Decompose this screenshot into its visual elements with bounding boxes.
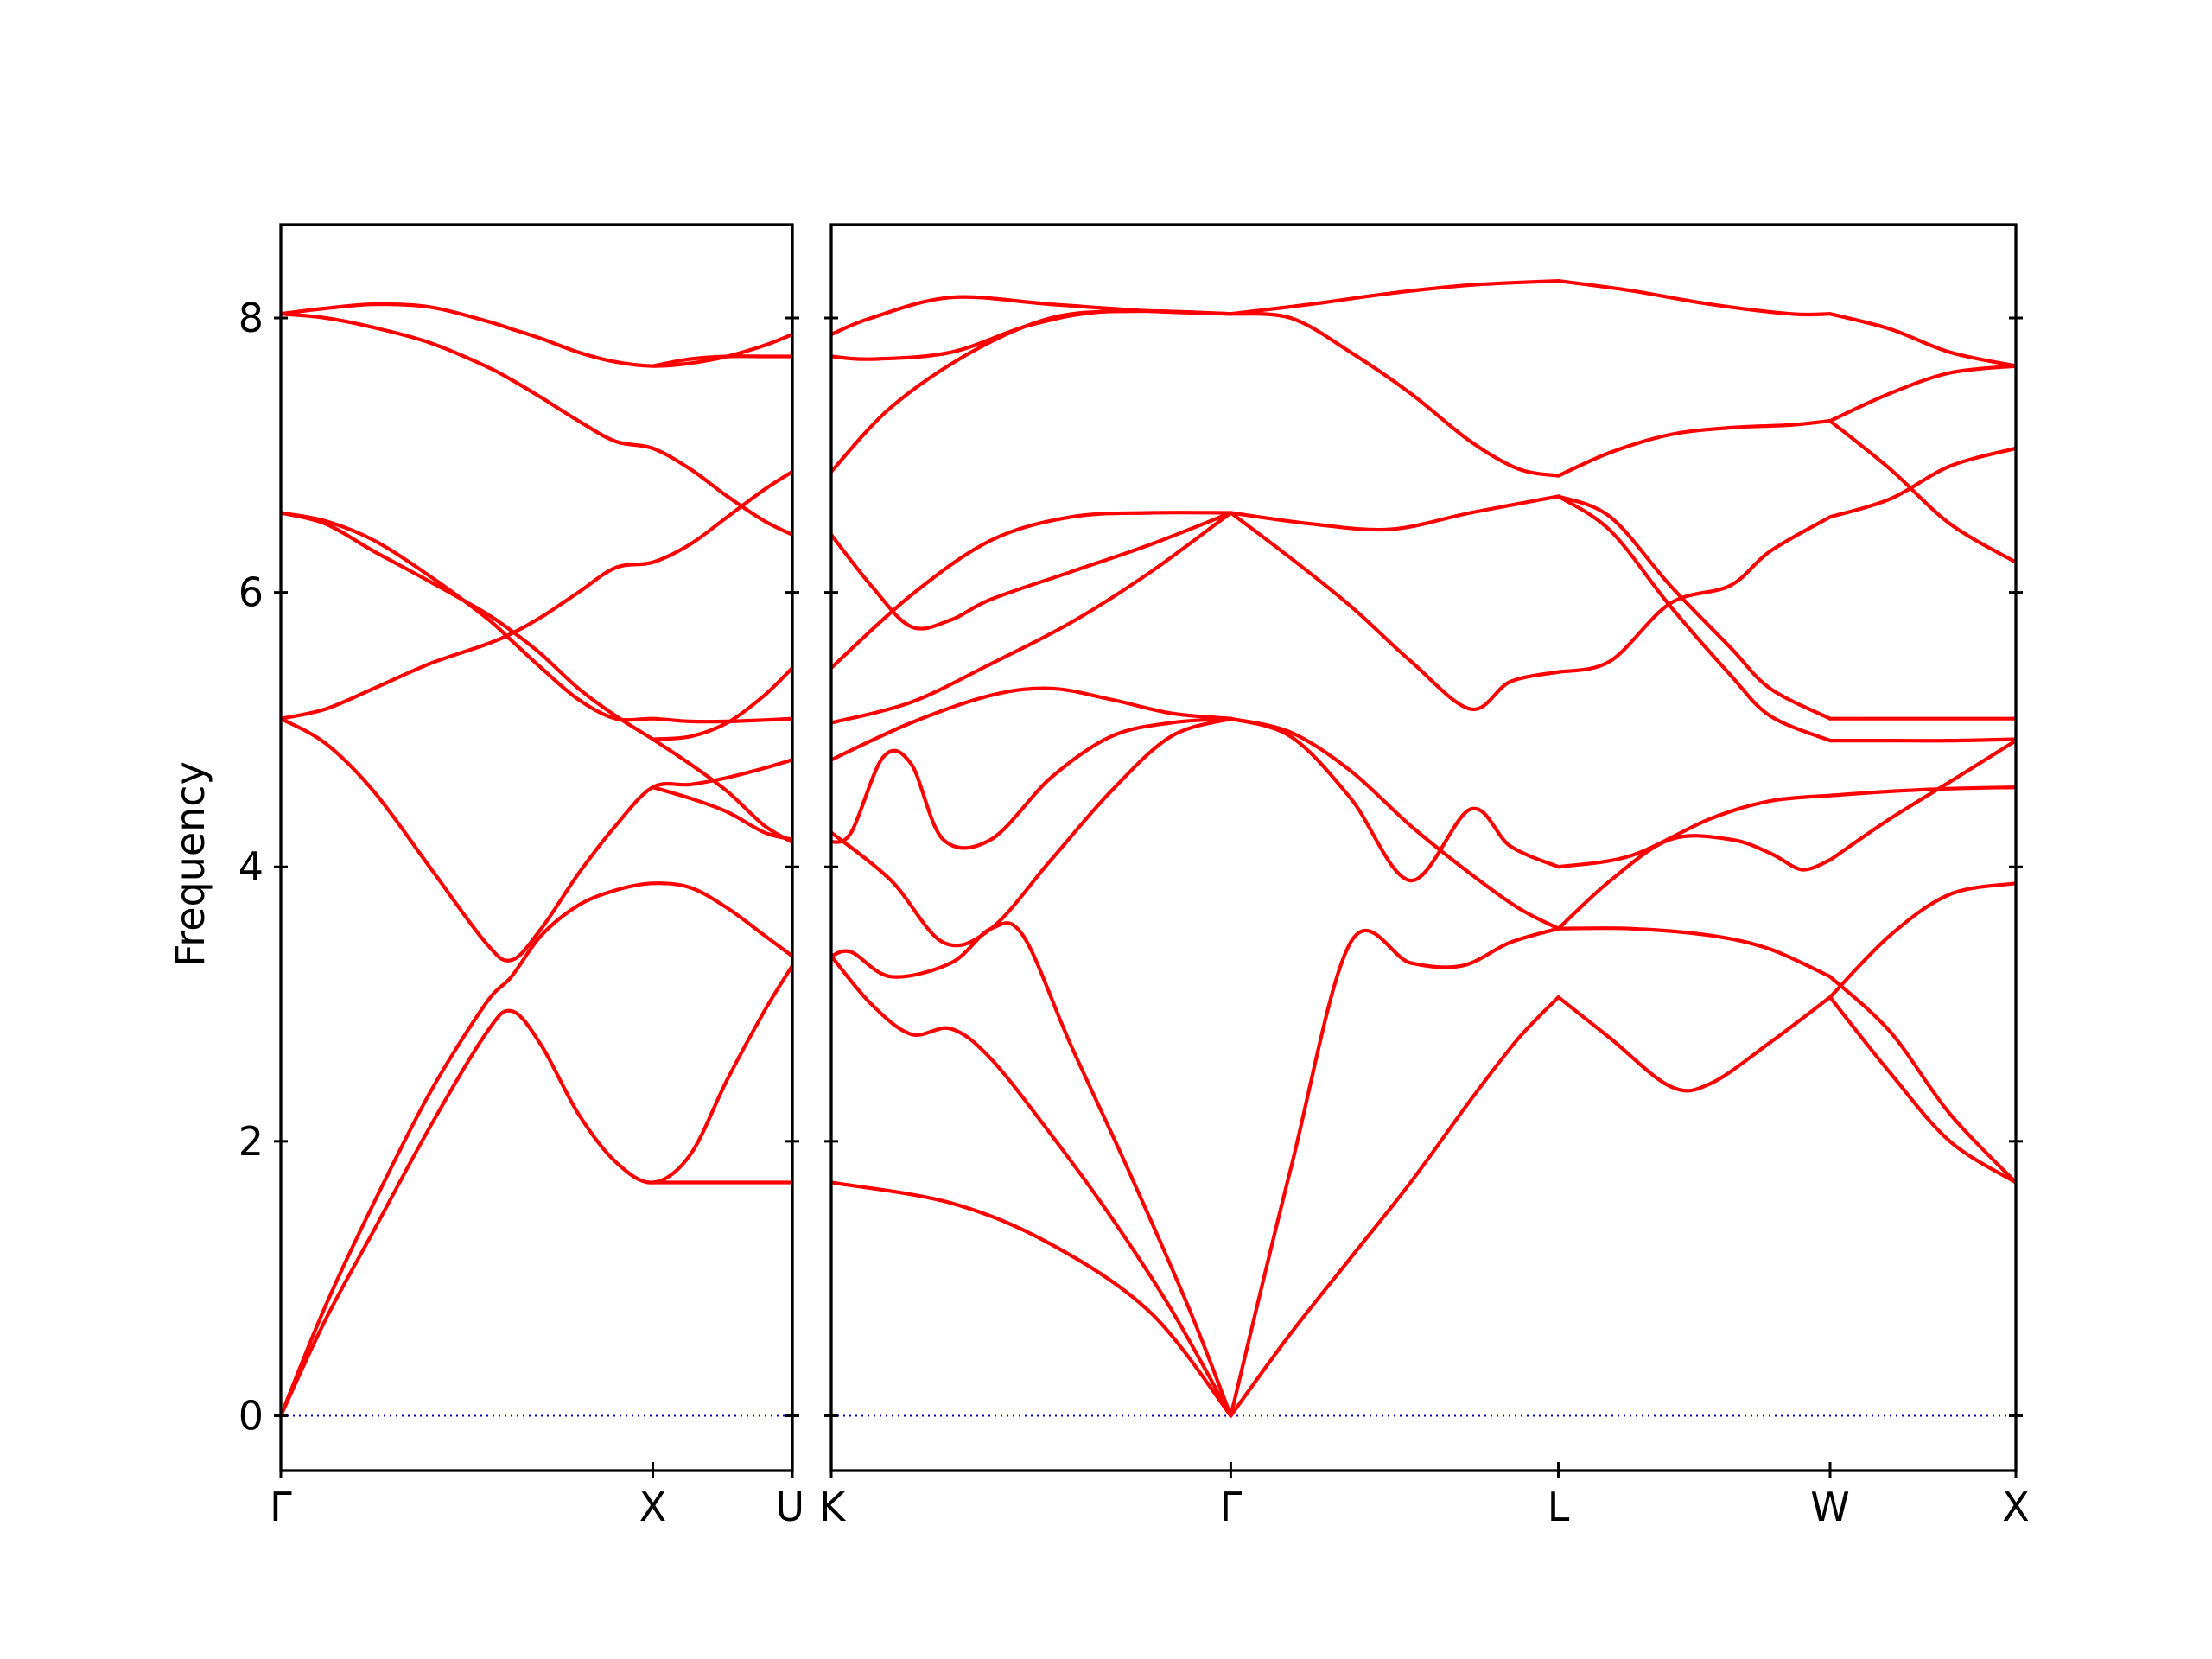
band-line xyxy=(1827,785,2016,798)
band-line xyxy=(1229,716,1560,883)
band-line xyxy=(831,511,1233,631)
x-tick-label: Γ xyxy=(1220,1484,1243,1530)
x-tick-label: X xyxy=(639,1484,667,1530)
y-tick-label: 8 xyxy=(238,295,264,341)
y-tick-label: 0 xyxy=(238,1392,264,1439)
band-line xyxy=(1556,419,1833,478)
band-line xyxy=(281,469,792,721)
band-line xyxy=(281,963,792,1418)
x-tick-label: Γ xyxy=(270,1484,292,1530)
band-line xyxy=(1229,716,1560,931)
panel-1-plot-area xyxy=(281,302,792,1418)
band-line xyxy=(1827,737,2016,743)
y-axis-label: Frequency xyxy=(167,761,213,967)
band-line xyxy=(1556,926,1833,979)
band-line xyxy=(831,511,1233,725)
band-line xyxy=(1556,494,1833,721)
band-line xyxy=(831,295,1233,337)
band-line xyxy=(1556,515,1833,674)
panel-2-plot-area xyxy=(831,279,2016,1418)
band-line xyxy=(1827,739,2016,862)
band-line xyxy=(651,665,792,741)
band-line xyxy=(651,785,792,842)
band-line xyxy=(1229,926,1560,1418)
band-line xyxy=(1827,312,2016,368)
band-line xyxy=(1229,995,1560,1418)
band-line xyxy=(831,716,1233,948)
band-line xyxy=(1229,511,1560,711)
x-tick-label: X xyxy=(2002,1484,2030,1530)
band-line xyxy=(1556,279,1833,317)
band-line xyxy=(1229,279,1560,316)
band-line xyxy=(831,1180,1233,1418)
band-line xyxy=(831,716,1233,850)
y-tick-label: 2 xyxy=(238,1118,264,1165)
band-line xyxy=(281,312,792,537)
x-tick-label: L xyxy=(1548,1484,1570,1530)
x-tick-label: U xyxy=(775,1484,804,1530)
band-line xyxy=(1556,793,1833,869)
panel-1-frame xyxy=(279,223,794,1472)
band-line xyxy=(1827,975,2016,1185)
band-line xyxy=(281,716,792,963)
x-tick-label: W xyxy=(1810,1484,1849,1530)
band-line xyxy=(1827,881,2016,1000)
band-line xyxy=(1827,446,2016,519)
band-line xyxy=(1229,494,1560,532)
band-line xyxy=(1556,834,1833,931)
band-line xyxy=(1556,995,1833,1093)
band-line xyxy=(651,354,792,368)
y-tick-label: 6 xyxy=(238,569,264,616)
band-line xyxy=(1827,364,2016,423)
band-line xyxy=(1827,419,2016,564)
band-line xyxy=(831,686,1233,762)
panel-2-frame xyxy=(830,223,2018,1472)
band-line xyxy=(281,511,792,724)
band-line xyxy=(1556,494,1833,743)
band-line xyxy=(1229,311,1560,478)
band-line xyxy=(831,954,1233,1418)
y-tick-label: 4 xyxy=(238,843,264,890)
x-tick-label: K xyxy=(819,1484,847,1530)
band-line xyxy=(281,881,792,1418)
band-line xyxy=(281,511,792,844)
band-line xyxy=(1827,995,2016,1185)
band-line xyxy=(831,921,1233,1418)
